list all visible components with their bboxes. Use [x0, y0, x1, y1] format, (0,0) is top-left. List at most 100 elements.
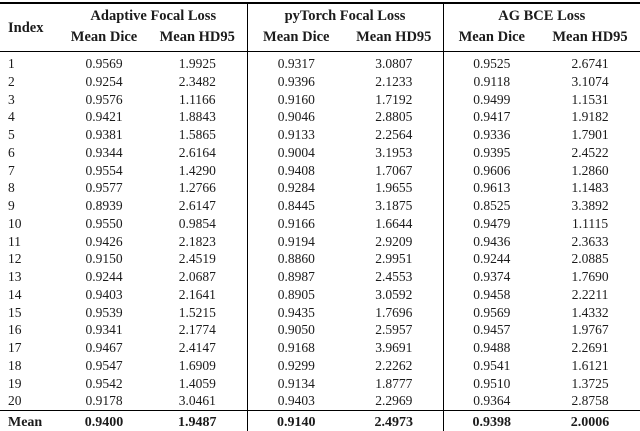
row-index: 17: [8, 340, 22, 355]
cell-value: 3.0461: [178, 393, 216, 409]
table-row: 5 0.9381 1.5865 0.9133 2.2564 0.9336 1.7901: [0, 126, 640, 144]
group-header-row: Index Adaptive Focal Loss pyTorch Focal …: [0, 3, 640, 36]
cell-value: 0.9364: [442, 392, 541, 411]
subheader-afl-mean-dice: Mean Dice: [70, 29, 138, 45]
cell-value: 2.8805: [375, 109, 413, 125]
cell-value: 2.5957: [375, 322, 413, 338]
cell-value: 0.8445: [246, 197, 346, 215]
cell-value: 2.2211: [571, 286, 609, 302]
row-index: 16: [8, 322, 22, 338]
subheader-pfl-mean-hd95: Mean HD95: [356, 29, 432, 45]
table-row: 13 0.9244 2.0687 0.8987 2.4553 0.9374 1.7690: [0, 268, 640, 286]
row-index: 7: [8, 162, 15, 178]
table-row: 15 0.9539 1.5215 0.9435 1.7696 0.9569 1.4332: [0, 303, 640, 322]
row-index: 12: [8, 251, 22, 267]
index-column-header: Index: [8, 20, 44, 36]
cell-value: 0.9577: [85, 180, 123, 196]
cell-value: 3.0807: [375, 56, 413, 71]
cell-value: 0.9458: [442, 285, 541, 304]
cell-value: 0.8987: [246, 268, 346, 286]
cell-value: 1.9767: [571, 322, 609, 338]
cell-value: 1.4332: [571, 304, 609, 320]
cell-value: 0.8860: [246, 250, 346, 268]
cell-value: 1.1531: [571, 91, 609, 107]
table-row: 8 0.9577 1.2766 0.9284 1.9655 0.9613 1.1483: [0, 179, 640, 197]
cell-value: 0.9244: [442, 250, 541, 268]
cell-value: 0.9569: [85, 56, 123, 71]
cell-value: 0.9436: [442, 232, 541, 251]
table-body: 1 0.9569 1.9925 0.9317 3.0807 0.9525 2.6741 2 0.…: [0, 51, 640, 411]
cell-value: 3.1875: [375, 198, 413, 213]
mean-row-label: Mean: [8, 415, 43, 430]
cell-value: 1.9655: [375, 180, 413, 196]
cell-value: 0.9403: [246, 392, 346, 411]
cell-value: 0.9541: [442, 356, 541, 375]
cell-value: 2.8758: [571, 393, 609, 409]
table-row: 9 0.8939 2.6147 0.8445 3.1875 0.8525 3.3892: [0, 197, 640, 215]
mean-agbce-hd95: 2.0006: [570, 415, 610, 430]
cell-value: 2.9209: [375, 233, 413, 249]
cell-value: 0.9118: [442, 72, 541, 91]
table-row: 4 0.9421 1.8843 0.9046 2.8805 0.9417 1.9182: [0, 108, 640, 126]
cell-value: 2.1233: [375, 73, 413, 89]
cell-value: 0.9510: [442, 374, 541, 393]
cell-value: 1.7192: [375, 91, 413, 107]
table-row: 19 0.9542 1.4059 0.9134 1.8777 0.9510 1.3725: [0, 374, 640, 393]
cell-value: 2.2564: [375, 127, 413, 142]
cell-value: 1.6909: [178, 357, 216, 373]
cell-value: 2.4519: [178, 251, 216, 267]
cell-value: 2.0885: [571, 251, 609, 267]
cell-value: 3.0592: [375, 286, 413, 302]
row-index: 9: [8, 198, 15, 213]
table-footer: Mean 0.9400 1.9487 0.9140 2.4973 0.9398 …: [0, 410, 640, 431]
cell-value: 0.9479: [442, 214, 541, 233]
cell-value: 1.4059: [178, 375, 216, 391]
cell-value: 2.6741: [571, 56, 609, 71]
cell-value: 0.9160: [246, 90, 346, 109]
cell-value: 0.9435: [246, 303, 346, 322]
cell-value: 0.9050: [246, 321, 346, 339]
cell-value: 1.9925: [178, 56, 216, 71]
cell-value: 0.9395: [442, 143, 541, 162]
cell-value: 1.5215: [178, 304, 216, 320]
cell-value: 0.9166: [246, 214, 346, 233]
mean-afl-hd95: 1.9487: [178, 415, 217, 430]
mean-pfl-hd95: 2.4973: [374, 415, 414, 430]
cell-value: 2.4522: [571, 144, 609, 160]
table-row: 18 0.9547 1.6909 0.9299 2.2262 0.9541 1.6121: [0, 356, 640, 375]
table-row: 3 0.9576 1.1166 0.9160 1.7192 0.9499 1.1531: [0, 90, 640, 109]
cell-value: 2.2969: [375, 393, 413, 409]
cell-value: 1.1166: [178, 91, 216, 107]
cell-value: 0.8939: [85, 198, 123, 213]
cell-value: 0.9426: [85, 233, 123, 249]
cell-value: 0.9403: [85, 286, 123, 302]
cell-value: 1.2766: [178, 180, 216, 196]
cell-value: 0.9178: [85, 393, 123, 409]
cell-value: 1.2860: [571, 162, 609, 178]
table-row: 10 0.9550 0.9854 0.9166 1.6644 0.9479 1.1115: [0, 214, 640, 233]
cell-value: 0.8905: [246, 285, 346, 304]
cell-value: 0.8525: [442, 197, 541, 215]
table-row: 1 0.9569 1.9925 0.9317 3.0807 0.9525 2.6741: [0, 51, 640, 73]
cell-value: 0.9134: [246, 374, 346, 393]
cell-value: 2.4553: [375, 269, 413, 284]
row-index: 20: [8, 393, 22, 409]
cell-value: 0.9133: [246, 126, 346, 144]
cell-value: 2.6164: [178, 144, 216, 160]
subheader-agbce-mean-dice: Mean Dice: [442, 27, 541, 52]
cell-value: 1.8843: [178, 109, 216, 125]
row-index: 1: [8, 56, 15, 71]
cell-value: 1.7690: [571, 269, 609, 284]
cell-value: 1.9182: [571, 109, 609, 125]
cell-value: 1.5865: [178, 127, 216, 142]
cell-value: 0.9554: [85, 162, 123, 178]
cell-value: 1.1483: [571, 180, 609, 196]
cell-value: 0.9576: [85, 91, 123, 107]
row-index: 18: [8, 357, 22, 373]
cell-value: 0.9254: [85, 73, 123, 89]
cell-value: 0.9417: [442, 108, 541, 126]
cell-value: 3.1953: [375, 144, 413, 160]
mean-afl-dice: 0.9400: [84, 415, 124, 430]
